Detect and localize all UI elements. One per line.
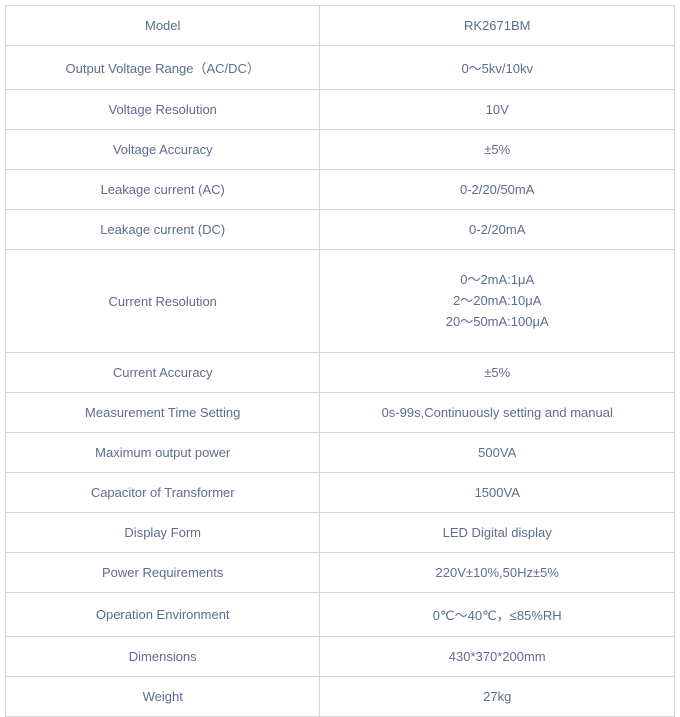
spec-label: Leakage current (AC) <box>6 170 320 210</box>
spec-value: RK2671BM <box>320 6 675 46</box>
spec-value-line: 20～50mA:100μA <box>446 314 549 329</box>
spec-label: Voltage Resolution <box>6 90 320 130</box>
table-row: Dimensions430*370*200mm <box>6 637 675 677</box>
table-row: Voltage Resolution10V <box>6 90 675 130</box>
spec-value-line: 0～2mA:1μA <box>460 272 534 287</box>
spec-value: 0s-99s,Continuously setting and manual <box>320 393 675 433</box>
spec-table: ModelRK2671BMOutput Voltage Range（AC/DC）… <box>5 5 675 717</box>
table-row: Voltage Accuracy±5% <box>6 130 675 170</box>
table-row: Maximum output power500VA <box>6 433 675 473</box>
spec-value: ±5% <box>320 130 675 170</box>
table-row: Display FormLED Digital display <box>6 513 675 553</box>
spec-value: 0-2/20/50mA <box>320 170 675 210</box>
table-row: Capacitor of Transformer1500VA <box>6 473 675 513</box>
spec-label: Power Requirements <box>6 553 320 593</box>
spec-label: Display Form <box>6 513 320 553</box>
table-row: Current Resolution 0～2mA:1μA 2～20mA:10μA 20… <box>6 250 675 353</box>
spec-label: Voltage Accuracy <box>6 130 320 170</box>
table-row: Operation Environment0℃～40℃，≤85%RH <box>6 593 675 637</box>
spec-value: 430*370*200mm <box>320 637 675 677</box>
table-row: Power Requirements220V±10%,50Hz±5% <box>6 553 675 593</box>
spec-value: 0～2mA:1μA 2～20mA:10μA 20～50mA:100μA <box>320 250 675 353</box>
spec-value: LED Digital display <box>320 513 675 553</box>
spec-value: 0℃～40℃，≤85%RH <box>320 593 675 637</box>
spec-value: 500VA <box>320 433 675 473</box>
spec-label: Current Resolution <box>6 250 320 353</box>
table-row: Leakage current (DC)0-2/20mA <box>6 210 675 250</box>
spec-value: ±5% <box>320 353 675 393</box>
spec-value: 0-2/20mA <box>320 210 675 250</box>
table-row: Leakage current (AC)0-2/20/50mA <box>6 170 675 210</box>
spec-label: Capacitor of Transformer <box>6 473 320 513</box>
table-row: Output Voltage Range（AC/DC）0～5kv/10kv <box>6 46 675 90</box>
spec-label: Model <box>6 6 320 46</box>
table-row: Current Accuracy±5% <box>6 353 675 393</box>
spec-value: 220V±10%,50Hz±5% <box>320 553 675 593</box>
spec-value-line: 2～20mA:10μA <box>453 293 541 308</box>
spec-label: Dimensions <box>6 637 320 677</box>
spec-label: Leakage current (DC) <box>6 210 320 250</box>
spec-table-body: ModelRK2671BMOutput Voltage Range（AC/DC）… <box>6 6 675 717</box>
spec-label: Maximum output power <box>6 433 320 473</box>
table-row: Measurement Time Setting0s-99s,Continuou… <box>6 393 675 433</box>
spec-label: Current Accuracy <box>6 353 320 393</box>
spec-label: Measurement Time Setting <box>6 393 320 433</box>
spec-label: Operation Environment <box>6 593 320 637</box>
spec-label: Output Voltage Range（AC/DC） <box>6 46 320 90</box>
spec-value: 10V <box>320 90 675 130</box>
table-row: ModelRK2671BM <box>6 6 675 46</box>
spec-value: 0～5kv/10kv <box>320 46 675 90</box>
spec-value: 1500VA <box>320 473 675 513</box>
